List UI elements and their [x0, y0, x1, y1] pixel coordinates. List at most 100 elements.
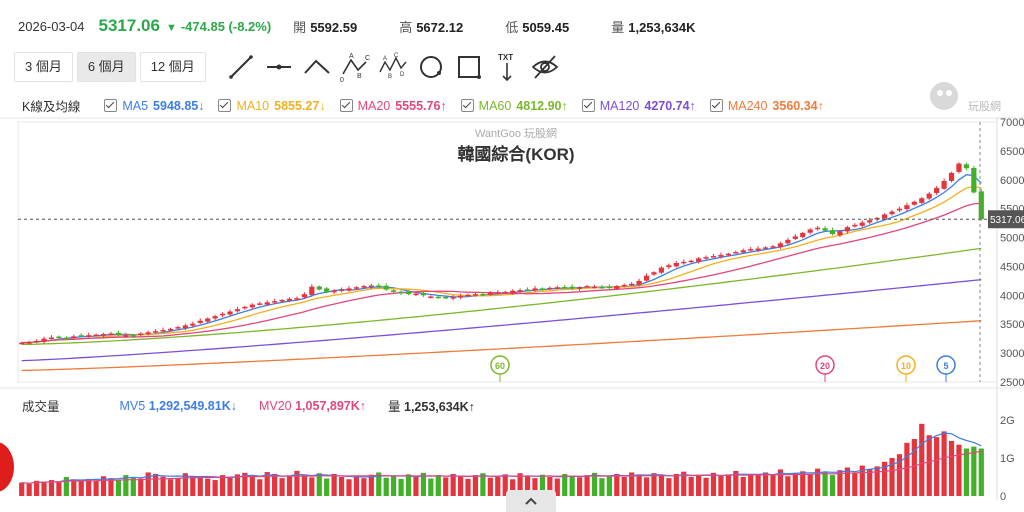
volume-bar — [822, 472, 828, 496]
candle — [517, 290, 523, 292]
candle — [971, 167, 977, 193]
ma-toggle-ma60[interactable]: MA60 4812.90↑ — [460, 99, 568, 113]
candle — [852, 224, 858, 227]
candle — [487, 293, 493, 295]
svg-text:C: C — [365, 55, 370, 62]
period-12m-button[interactable]: 12 個月 — [139, 52, 206, 82]
volume-bar — [881, 461, 888, 496]
candle — [837, 231, 843, 236]
checkbox-checked-icon[interactable] — [460, 99, 474, 112]
candle — [643, 275, 650, 281]
candle — [167, 328, 174, 331]
candle — [361, 286, 367, 288]
chart-toolbar: 3 個月 6 個月 12 個月 0 A B C A B C D TXT — [14, 52, 562, 82]
checkbox-checked-icon[interactable] — [709, 99, 723, 112]
scroll-up-button[interactable] — [506, 490, 556, 512]
volume-bar — [859, 465, 865, 496]
candle — [941, 180, 947, 189]
volume-bar — [896, 454, 903, 496]
volume-bar — [212, 480, 218, 496]
period-6m-button[interactable]: 6 個月 — [76, 52, 136, 82]
candle — [510, 290, 516, 294]
volume-bar — [63, 477, 69, 496]
checkbox-checked-icon[interactable] — [339, 99, 353, 112]
line-tool-icon[interactable] — [224, 52, 258, 82]
volume-bar — [48, 480, 55, 496]
candle — [539, 288, 546, 290]
rectangle-tool-icon[interactable] — [452, 52, 486, 82]
candle — [658, 267, 665, 273]
ma-toggle-ma20[interactable]: MA20 5555.76↑ — [339, 99, 447, 113]
candle — [86, 335, 92, 337]
candle — [748, 249, 754, 251]
candle — [443, 296, 449, 299]
volume-bar — [577, 477, 583, 496]
red-circle-button[interactable] — [0, 442, 14, 492]
candle — [130, 335, 136, 337]
volume-bar — [279, 478, 285, 496]
candle — [219, 313, 226, 316]
ma-toggle-ma120[interactable]: MA120 4270.74↑ — [581, 99, 696, 113]
volume-bar — [361, 478, 367, 496]
volume-bar — [145, 472, 151, 496]
volume-bar — [391, 476, 397, 496]
volume-bar — [443, 477, 449, 496]
svg-text:A: A — [349, 53, 354, 60]
ma-toggle-ma240[interactable]: MA240 3560.34↑ — [709, 98, 824, 113]
candle — [621, 284, 627, 287]
volume-bar — [100, 476, 107, 496]
mv20-readout: MV20 1,057,897K↑ — [258, 398, 366, 413]
low-stat: 低 5059.45 — [505, 19, 570, 35]
volume-bar — [621, 477, 627, 496]
abcde-pattern-icon[interactable]: A B C D — [376, 52, 410, 82]
candle — [629, 283, 635, 286]
candle — [56, 336, 62, 339]
hide-drawings-icon[interactable] — [528, 52, 562, 82]
ma-toggle-ma5[interactable]: MA5 5948.85↓ — [104, 99, 204, 113]
candle — [480, 293, 486, 296]
checkbox-checked-icon[interactable] — [104, 99, 118, 112]
text-tool-icon[interactable]: TXT — [490, 52, 524, 82]
volume-bar — [376, 472, 382, 496]
volume-bar — [56, 482, 62, 496]
candle — [733, 252, 739, 254]
candle — [577, 287, 583, 289]
candle — [115, 332, 122, 335]
candle — [301, 294, 307, 298]
volume-bar — [904, 442, 910, 496]
candle — [279, 299, 285, 302]
checkbox-checked-icon[interactable] — [218, 99, 232, 112]
ma-toggle-ma10[interactable]: MA10 5855.27↓ — [218, 99, 326, 113]
svg-text:C: C — [394, 53, 399, 59]
candle — [934, 187, 940, 193]
period-3m-button[interactable]: 3 個月 — [14, 52, 73, 82]
ma-line-ma5 — [21, 174, 982, 344]
candle — [636, 280, 642, 285]
candle — [911, 201, 917, 205]
checkbox-checked-icon[interactable] — [581, 99, 595, 112]
ma-line-ma240 — [21, 320, 982, 372]
candle — [770, 246, 776, 248]
candle — [495, 292, 501, 294]
horizontal-line-tool-icon[interactable] — [262, 52, 296, 82]
y-tick-label: 3500 — [1000, 319, 1024, 331]
path-tool-icon[interactable] — [300, 52, 334, 82]
candle — [338, 289, 345, 292]
y-tick-label: 2500 — [1000, 377, 1024, 389]
candle — [331, 290, 337, 293]
candle — [710, 256, 717, 258]
volume-tick-label: 1G — [1000, 453, 1015, 465]
candle — [420, 293, 426, 296]
circle-tool-icon[interactable] — [414, 52, 448, 82]
volume-bar — [815, 468, 821, 496]
abcd-pattern-icon[interactable]: 0 A B C — [338, 52, 372, 82]
candle — [874, 217, 880, 220]
candle — [160, 330, 166, 332]
volume-bar — [182, 473, 188, 496]
candle — [19, 342, 25, 345]
volume-bar — [272, 473, 278, 496]
ma-value: 3560.34↑ — [772, 98, 824, 113]
volume-bar — [718, 475, 724, 496]
mv5-readout: MV5 1,292,549.81K↓ — [119, 398, 237, 413]
candle — [212, 316, 218, 319]
